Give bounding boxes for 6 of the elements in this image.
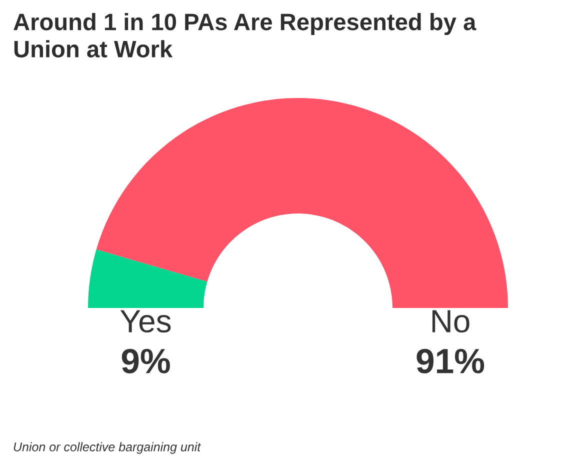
slice-label: No — [432, 310, 470, 333]
data-label: 9% — [122, 348, 170, 374]
slice-label: Yes — [120, 310, 171, 333]
text: Union or collective bargaining unit — [14, 442, 202, 454]
chart-title: Around 1 in 10 PAs Are Represented by a Union at Work — [14, 13, 476, 58]
data-label: 91% — [416, 348, 484, 374]
